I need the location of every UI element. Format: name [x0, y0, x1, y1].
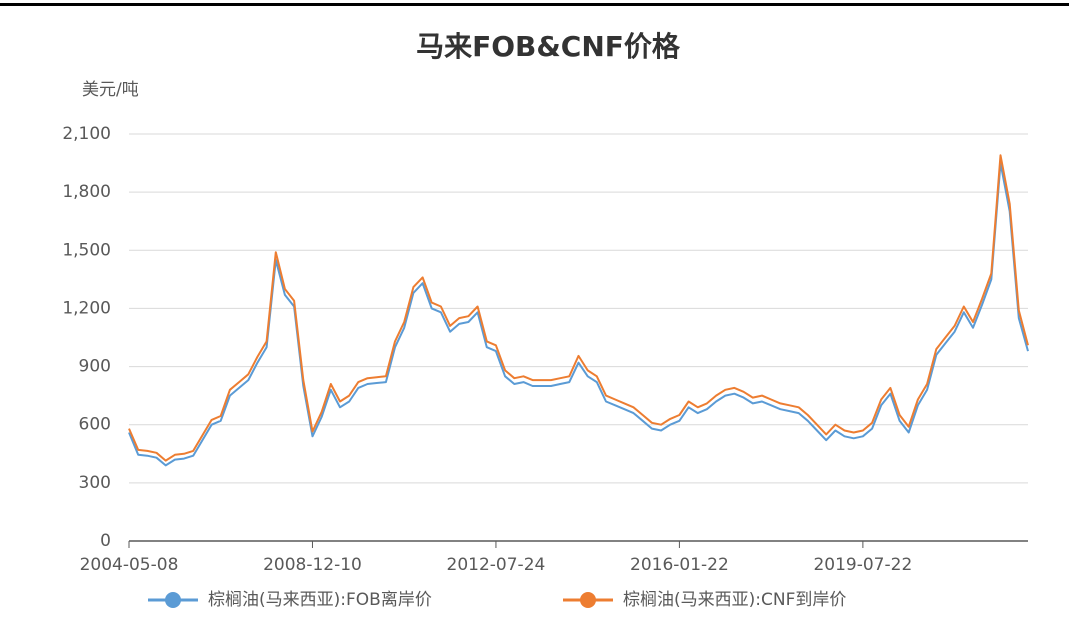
y-tick-label: 2,100 — [62, 124, 111, 144]
chart-title: 马来FOB&CNF价格 — [416, 30, 681, 63]
y-tick-label: 0 — [100, 531, 111, 551]
x-tick-label: 2008-12-10 — [263, 555, 362, 575]
y-axis-label: 美元/吨 — [82, 80, 139, 100]
y-tick-label: 600 — [79, 415, 111, 435]
y-tick-label: 1,800 — [62, 182, 111, 202]
y-tick-label: 300 — [79, 473, 111, 493]
y-tick-label: 1,500 — [62, 240, 111, 260]
top-rule — [0, 3, 1069, 6]
x-tick-label: 2004-05-08 — [80, 555, 179, 575]
series-line — [128, 162, 1029, 467]
legend-marker — [580, 592, 596, 608]
series-line — [128, 154, 1029, 462]
y-tick-label: 900 — [79, 357, 111, 377]
x-tick-label: 2012-07-24 — [447, 555, 546, 575]
x-tick-label: 2016-01-22 — [630, 555, 729, 575]
legend-label: 棕榈油(马来西亚):CNF到岸价 — [623, 590, 846, 610]
legend-label: 棕榈油(马来西亚):FOB离岸价 — [208, 590, 432, 610]
x-tick-label: 2019-07-22 — [813, 555, 912, 575]
legend-marker — [165, 592, 181, 608]
y-tick-label: 1,200 — [62, 298, 111, 318]
